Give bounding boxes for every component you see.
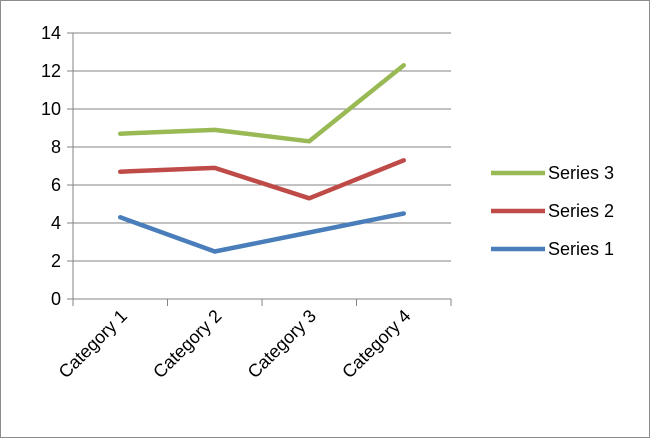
gridlines xyxy=(73,32,451,262)
legend: Series 3 Series 2 Series 1 xyxy=(491,163,614,259)
x-tick-label-1: Category 1 xyxy=(55,306,131,382)
y-tick-label-10: 10 xyxy=(41,99,61,119)
series-lines xyxy=(118,63,406,254)
x-tick-label-4: Category 4 xyxy=(338,306,414,382)
y-tick-label-2: 2 xyxy=(51,251,61,271)
series-line-2 xyxy=(118,158,406,201)
y-tick-label-14: 14 xyxy=(41,23,61,43)
y-tick-label-0: 0 xyxy=(51,289,61,309)
legend-label-series-1: Series 1 xyxy=(548,239,614,259)
legend-label-series-2: Series 2 xyxy=(548,201,614,221)
x-tick-label-2: Category 2 xyxy=(149,306,225,382)
y-tick-label-12: 12 xyxy=(41,61,61,81)
y-tick-label-8: 8 xyxy=(51,137,61,157)
axes xyxy=(67,32,452,306)
y-tick-label-6: 6 xyxy=(51,175,61,195)
y-tick-label-4: 4 xyxy=(51,213,61,233)
legend-label-series-3: Series 3 xyxy=(548,163,614,183)
series-line-1 xyxy=(118,211,406,254)
series-line-3 xyxy=(118,63,406,144)
x-tick-label-3: Category 3 xyxy=(244,306,320,382)
